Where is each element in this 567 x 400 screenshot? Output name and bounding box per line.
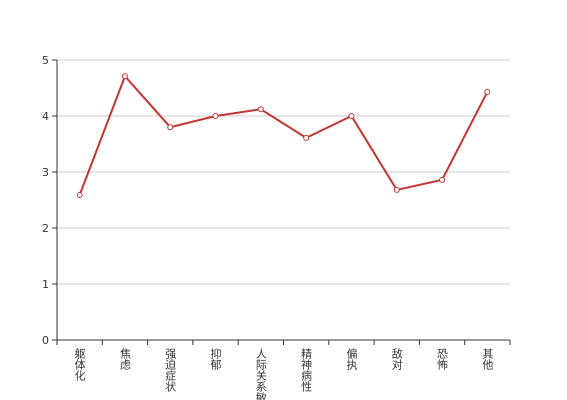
x-tick-label: 偏执 <box>345 347 358 371</box>
point <box>393 186 400 193</box>
y-tick-label: 5 <box>42 54 49 67</box>
point <box>484 88 491 95</box>
x-tick-label: 焦虑 <box>118 348 131 370</box>
x-tick-label: 抑郁 <box>209 347 222 370</box>
x-tick-label: 精神病性 <box>300 348 313 393</box>
x-tick-label: 敌对 <box>390 347 403 370</box>
y-tick-label: 0 <box>42 334 49 347</box>
line <box>78 74 489 196</box>
x-tick-label: 其他 <box>481 348 494 370</box>
y-tick-label: 1 <box>42 278 49 291</box>
x-tick-label: 强迫症状 <box>164 348 177 392</box>
point <box>121 73 128 80</box>
point <box>212 113 219 119</box>
point <box>167 124 174 131</box>
x-tick-label: 人际关系敏感 <box>254 348 267 400</box>
point <box>439 176 446 183</box>
point <box>348 113 355 119</box>
y-tick-label: 4 <box>42 110 49 123</box>
point <box>303 134 310 141</box>
point <box>257 106 264 113</box>
x-tick-label: 躯体化 <box>73 348 86 382</box>
y-tick-label: 3 <box>42 166 49 179</box>
point <box>76 191 83 198</box>
y-tick-label: 2 <box>42 222 49 235</box>
x-tick-label: 恐怖 <box>436 348 449 370</box>
